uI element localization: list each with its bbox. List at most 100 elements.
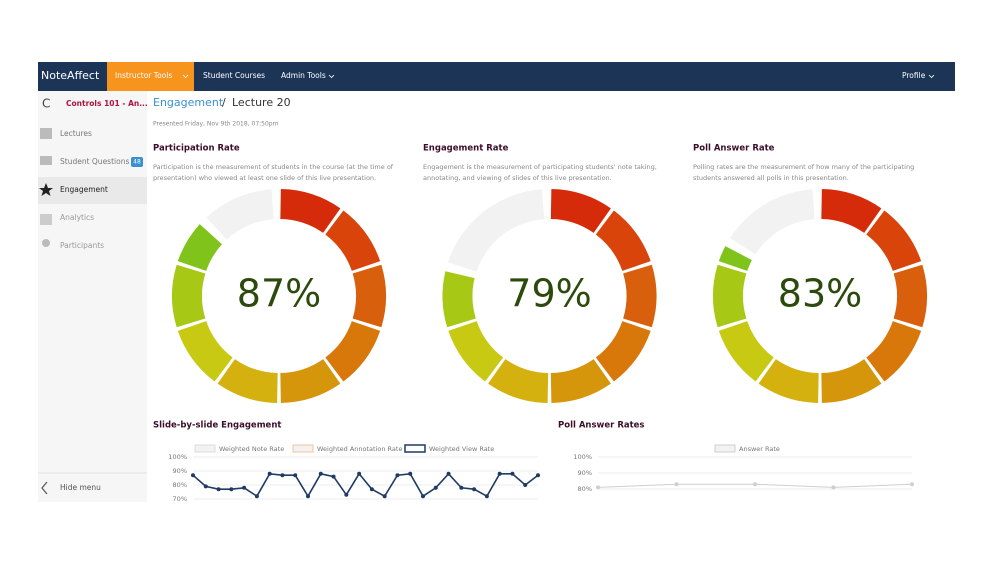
donut-segment — [595, 321, 651, 382]
nav-item[interactable]: Admin Tools — [281, 71, 326, 80]
nav-item[interactable]: Student Courses — [203, 71, 265, 80]
donut-segment — [623, 264, 657, 328]
donut-segment — [718, 246, 752, 271]
donut-segment — [821, 189, 882, 233]
donut-segment — [718, 321, 774, 382]
series-point — [472, 487, 477, 492]
y-tick-label: 90% — [578, 469, 592, 477]
hide-menu[interactable]: Hide menu — [60, 483, 101, 492]
profile[interactable]: Profile — [902, 71, 926, 80]
series-point — [191, 473, 195, 478]
chart-title: Slide-by-slide Engagement — [153, 421, 281, 431]
menu-item[interactable]: Student Questions — [60, 157, 129, 166]
donut-segment — [866, 321, 922, 382]
chart-description: Participation is the measurement of stud… — [153, 163, 394, 182]
series-point — [369, 487, 374, 492]
donut-segment — [488, 359, 549, 403]
series-point — [497, 471, 502, 476]
y-tick-label: 80% — [173, 481, 187, 489]
donut-segment — [325, 210, 381, 271]
y-tick-label: 90% — [173, 467, 187, 475]
icon — [42, 239, 50, 247]
series-point — [344, 492, 349, 497]
series-line — [192, 472, 539, 498]
badge — [131, 157, 143, 167]
course-name[interactable]: Controls 101 - An... — [66, 99, 148, 108]
chart-title: Engagement Rate — [423, 144, 509, 154]
legend-swatch — [404, 444, 426, 453]
donut-track — [730, 189, 815, 255]
donut-segment — [217, 359, 278, 403]
series-point — [523, 483, 528, 487]
series-point — [357, 471, 362, 476]
series-point — [382, 494, 387, 499]
donut-segment — [758, 359, 819, 403]
chart-title: Participation Rate — [153, 144, 240, 154]
legend-label: Weighted Note Rate — [219, 445, 284, 453]
series-point — [254, 494, 259, 499]
series-point — [536, 473, 540, 478]
donut-segment — [352, 264, 386, 328]
donut-value: 79% — [507, 272, 591, 316]
chart-title: Poll Answer Rate — [693, 144, 775, 154]
donut-segment — [177, 224, 222, 271]
presented: Presented Friday, Nov 9th 2018, 07:50pm — [153, 121, 279, 128]
course-initial: C — [42, 97, 50, 111]
y-tick-label: 80% — [578, 485, 592, 493]
donut-segment — [550, 189, 611, 233]
menu-item[interactable]: Engagement — [60, 185, 108, 194]
donut-track — [206, 189, 274, 240]
series-point — [395, 473, 400, 478]
breadcrumb-lecture: Lecture 20 — [232, 96, 291, 109]
series-point — [459, 485, 464, 490]
series-point — [229, 487, 234, 492]
icon — [40, 128, 52, 139]
donut-segment — [171, 264, 206, 328]
badge-count: 48 — [133, 159, 141, 166]
donut-segment — [821, 359, 882, 403]
series-point — [753, 482, 757, 487]
series-point — [510, 471, 515, 476]
donut-value: 87% — [237, 272, 321, 316]
chevron — [328, 74, 335, 79]
sidebar — [38, 91, 147, 502]
series-point — [331, 474, 336, 479]
series-point — [596, 485, 600, 490]
legend-label: Weighted Annotation Rate — [317, 445, 402, 453]
legend-label: Answer Rate — [739, 445, 780, 453]
donut-segment — [280, 189, 341, 233]
y-tick-label: 100% — [168, 453, 187, 461]
brand[interactable]: NoteAffect — [41, 69, 100, 82]
series-point — [910, 482, 914, 487]
nav-item[interactable]: Instructor Tools — [115, 71, 172, 80]
active-item — [38, 177, 147, 204]
series-point — [674, 482, 679, 487]
menu-item[interactable]: Analytics — [60, 213, 94, 222]
breadcrumb-separator: / — [222, 96, 226, 109]
donut-segment — [448, 321, 504, 382]
series-point — [433, 485, 438, 490]
active-tab[interactable] — [107, 62, 194, 91]
donut-segment — [177, 321, 233, 382]
series-point — [831, 485, 836, 490]
legend-swatch — [714, 444, 736, 453]
donut-segment — [550, 359, 611, 403]
series-point — [293, 473, 298, 478]
donut-value: 83% — [778, 272, 862, 316]
menu-item[interactable]: Participants — [60, 241, 104, 250]
breadcrumb-section[interactable]: Engagement — [153, 96, 224, 109]
chart-description: Polling rates are the measurement of how… — [693, 163, 915, 182]
legend-swatch — [194, 444, 216, 453]
series-point — [446, 471, 451, 476]
donut-segment — [713, 264, 747, 328]
series-point — [484, 494, 489, 499]
icon — [40, 214, 52, 225]
charts: Participation Rate 87% Engagement Rate 79% P… — [153, 144, 927, 502]
series-point — [242, 485, 247, 490]
donut-segment — [595, 210, 651, 271]
donut-segment — [325, 321, 381, 382]
donut-track — [447, 189, 545, 272]
menu-item[interactable]: Lectures — [60, 129, 92, 138]
